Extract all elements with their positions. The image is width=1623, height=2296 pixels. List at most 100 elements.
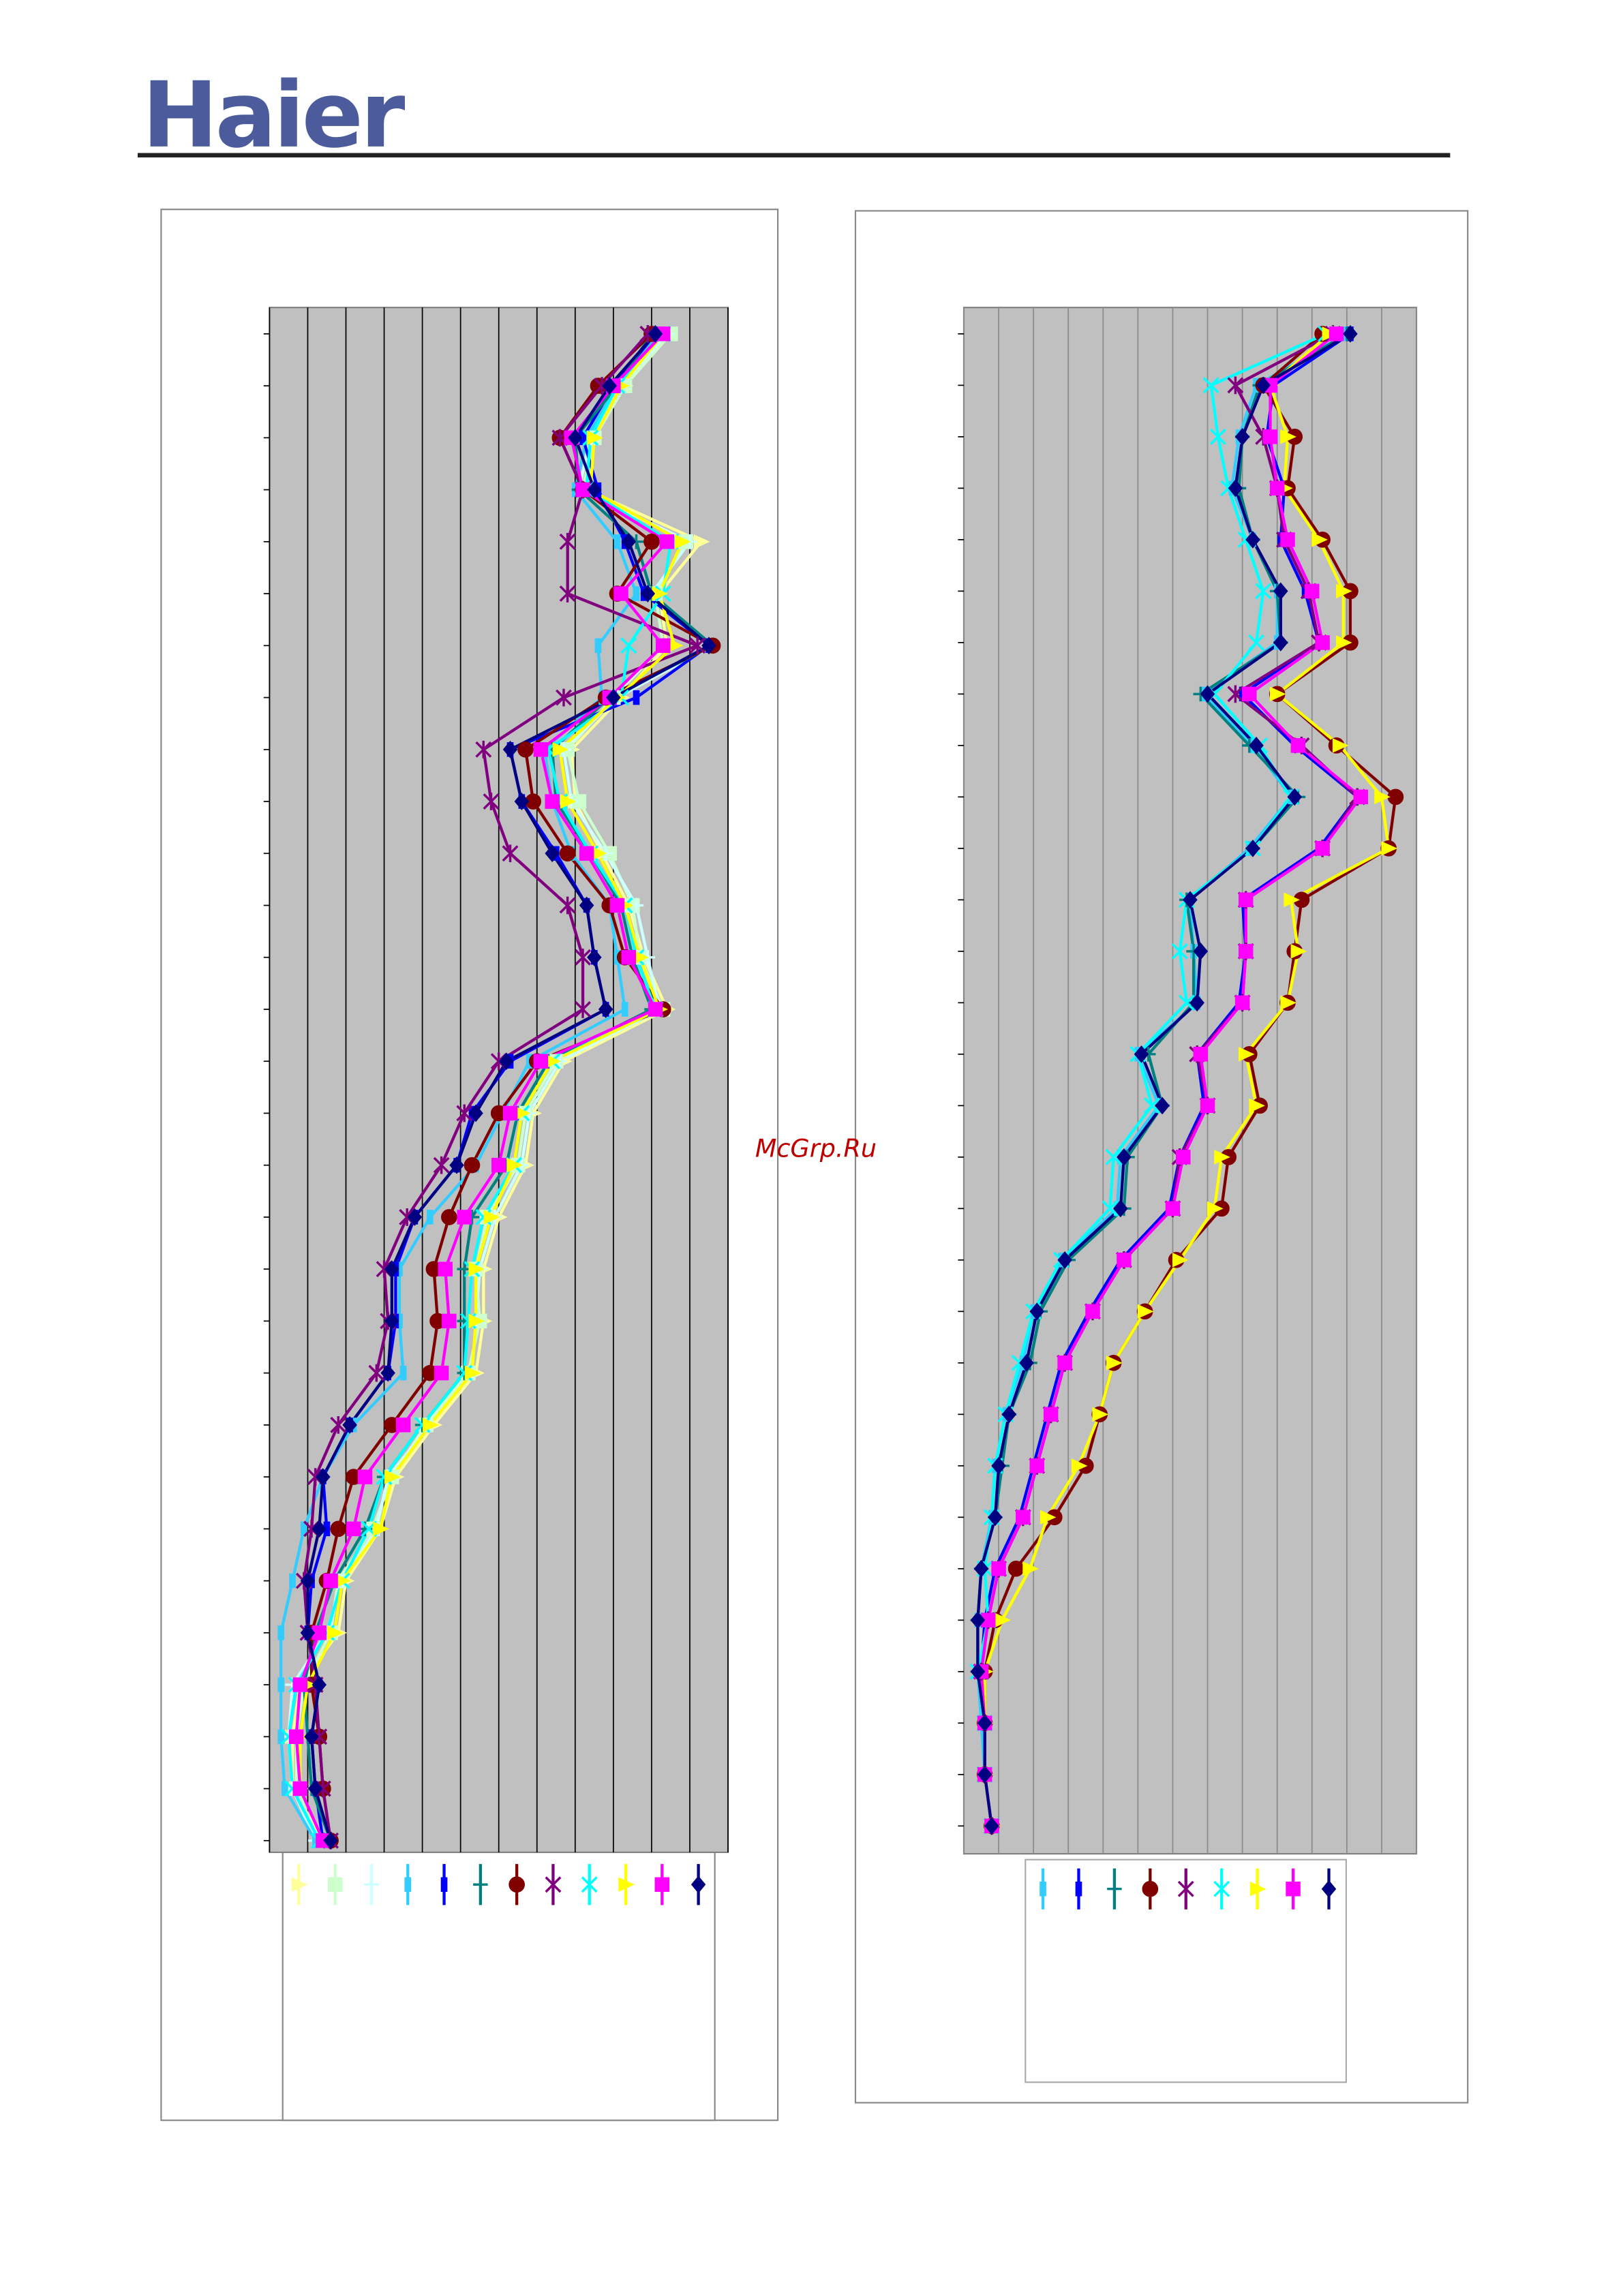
data-point xyxy=(1209,428,1226,445)
data-point xyxy=(1238,1047,1255,1062)
data-point xyxy=(1085,1304,1100,1319)
data-point xyxy=(590,846,607,861)
data-point xyxy=(579,430,586,446)
data-point xyxy=(1057,1251,1072,1269)
data-point xyxy=(312,1625,327,1640)
data-point xyxy=(499,1052,514,1071)
data-point xyxy=(1029,1302,1044,1321)
data-point xyxy=(312,1833,319,1848)
data-point xyxy=(373,1521,389,1537)
data-point xyxy=(1242,686,1257,702)
data-point xyxy=(300,1572,316,1590)
data-point xyxy=(1134,1045,1149,1063)
data-point xyxy=(977,1714,992,1732)
legend-marker xyxy=(327,1877,343,1892)
data-point xyxy=(1290,738,1306,753)
data-point xyxy=(545,794,560,809)
data-point xyxy=(559,896,576,915)
series-line xyxy=(294,333,688,1841)
legend-marker xyxy=(404,1877,412,1892)
data-point xyxy=(407,1208,423,1226)
data-point xyxy=(613,586,628,601)
legend-marker xyxy=(473,1877,488,1892)
data-point xyxy=(1353,789,1369,805)
data-point xyxy=(1193,942,1209,960)
data-point xyxy=(980,1612,996,1628)
data-point xyxy=(316,1468,331,1486)
legend-box xyxy=(282,1851,716,2122)
data-point xyxy=(1227,685,1244,703)
data-point xyxy=(1029,1458,1044,1473)
series-line xyxy=(983,333,1397,1826)
data-point xyxy=(464,1157,481,1174)
data-point xyxy=(1176,1150,1191,1165)
data-point xyxy=(620,637,637,654)
data-point xyxy=(1043,1407,1059,1422)
legend-marker xyxy=(1075,1881,1082,1897)
data-point xyxy=(1007,1560,1025,1577)
data-point xyxy=(514,1105,531,1121)
data-point xyxy=(1311,532,1328,547)
data-point xyxy=(1255,583,1272,600)
data-point xyxy=(1200,1098,1215,1114)
data-point xyxy=(640,585,656,602)
data-point xyxy=(575,1000,591,1018)
data-point xyxy=(323,1521,331,1537)
data-point xyxy=(1016,1510,1031,1525)
legend-marker xyxy=(1177,1880,1194,1898)
data-point xyxy=(491,1157,506,1173)
data-point xyxy=(335,1573,351,1589)
data-point xyxy=(1113,1199,1128,1218)
data-point xyxy=(575,948,591,966)
legend-marker xyxy=(1213,1880,1230,1897)
data-point xyxy=(327,1625,344,1640)
data-point xyxy=(292,1781,307,1796)
data-point xyxy=(1155,1097,1170,1115)
data-point xyxy=(552,742,569,757)
data-point xyxy=(1269,480,1285,496)
data-point xyxy=(659,534,675,549)
data-point xyxy=(587,948,602,966)
data-point xyxy=(323,1573,338,1589)
charts xyxy=(263,307,1418,1910)
plot-area xyxy=(962,307,1418,1855)
data-point xyxy=(1019,1353,1034,1372)
data-point xyxy=(1290,944,1307,959)
data-point xyxy=(312,1676,327,1694)
series-line xyxy=(294,333,669,1841)
data-point xyxy=(587,480,602,499)
data-point xyxy=(483,793,500,810)
data-point xyxy=(648,1002,663,1017)
data-point xyxy=(468,1104,483,1122)
data-point xyxy=(1374,789,1391,805)
data-point xyxy=(689,637,706,655)
data-point xyxy=(384,1312,399,1330)
data-point xyxy=(533,1054,549,1069)
data-point xyxy=(380,1364,395,1382)
data-point xyxy=(1280,429,1296,444)
legend-marker xyxy=(1107,1881,1122,1897)
data-point xyxy=(300,1623,316,1642)
legend-marker xyxy=(291,1877,308,1892)
data-point xyxy=(991,1456,1006,1475)
data-point xyxy=(621,532,637,551)
data-point xyxy=(1273,582,1288,600)
data-point xyxy=(423,1418,439,1433)
data-point xyxy=(442,1313,457,1329)
data-point xyxy=(1256,376,1271,395)
data-point xyxy=(988,1508,1003,1527)
data-point xyxy=(368,1364,385,1382)
legend-marker xyxy=(545,1876,562,1894)
data-point xyxy=(1117,1253,1132,1268)
data-point xyxy=(1189,994,1204,1012)
chart xyxy=(958,307,1418,1910)
data-point xyxy=(1329,326,1344,341)
data-point xyxy=(694,534,710,549)
data-point xyxy=(506,1157,524,1173)
data-point xyxy=(438,1261,453,1276)
data-point xyxy=(1387,789,1404,806)
data-point xyxy=(342,1415,357,1434)
data-point xyxy=(571,794,587,809)
data-point xyxy=(1280,532,1295,547)
data-point xyxy=(292,1677,307,1692)
